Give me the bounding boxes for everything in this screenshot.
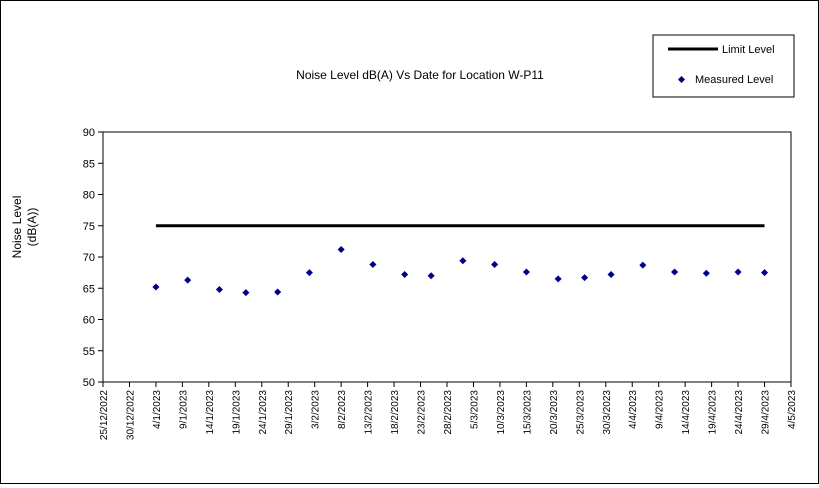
x-tick-label: 23/2/2023 bbox=[417, 390, 428, 435]
x-tick-label: 8/2/2023 bbox=[337, 390, 348, 429]
x-tick-label: 25/12/2022 bbox=[99, 390, 110, 440]
y-tick-label: 60 bbox=[83, 315, 95, 327]
measured-level-point bbox=[491, 260, 499, 269]
x-tick-label: 9/1/2023 bbox=[178, 390, 189, 429]
y-tick-label: 85 bbox=[83, 158, 95, 170]
x-tick-label: 25/3/2023 bbox=[575, 390, 586, 435]
measured-level-point bbox=[522, 268, 530, 276]
y-tick-label: 70 bbox=[83, 252, 95, 264]
measured-level-point bbox=[152, 283, 160, 291]
measured-level-point bbox=[607, 270, 615, 279]
legend-measured-label: Measured Level bbox=[695, 74, 773, 86]
measured-level-point bbox=[702, 269, 710, 277]
measured-level-point bbox=[215, 285, 223, 294]
y-axis-label: Noise Level (dB(A)) bbox=[10, 196, 39, 259]
chart-title: Noise Level dB(A) Vs Date for Location W… bbox=[296, 68, 544, 82]
measured-level-point bbox=[427, 272, 435, 280]
y-axis-label-line2: (dB(A)) bbox=[25, 208, 39, 247]
measured-level-point bbox=[761, 269, 769, 277]
x-tick-label: 30/12/2022 bbox=[125, 390, 136, 440]
x-tick-label: 29/4/2023 bbox=[761, 390, 772, 435]
measured-level-point bbox=[184, 276, 192, 284]
x-tick-label: 30/3/2023 bbox=[602, 390, 613, 435]
y-tick-label: 90 bbox=[83, 127, 95, 139]
x-tick-label: 20/3/2023 bbox=[549, 390, 560, 435]
x-tick-label: 5/3/2023 bbox=[469, 390, 480, 429]
measured-level-point bbox=[305, 269, 313, 277]
x-tick-label: 18/2/2023 bbox=[390, 390, 401, 435]
x-tick-label: 4/4/2023 bbox=[628, 390, 639, 429]
measured-level-point bbox=[459, 257, 467, 265]
x-tick-label: 24/1/2023 bbox=[258, 390, 269, 435]
measured-level-point bbox=[581, 274, 589, 282]
x-tick-label: 4/5/2023 bbox=[787, 390, 798, 429]
measured-level-point bbox=[337, 245, 345, 254]
measured-level-point bbox=[554, 275, 562, 283]
x-tick-label: 19/1/2023 bbox=[231, 390, 242, 435]
plot-area bbox=[102, 131, 792, 383]
legend: Limit Level Measured Level bbox=[652, 34, 795, 98]
y-tick-label: 75 bbox=[83, 221, 95, 233]
x-tick-label: 28/2/2023 bbox=[443, 390, 454, 435]
legend-measured-marker bbox=[677, 75, 686, 84]
x-tick-label: 13/2/2023 bbox=[364, 390, 375, 435]
measured-level-point bbox=[369, 260, 377, 269]
y-tick-label: 55 bbox=[83, 346, 95, 358]
legend-limit-label: Limit Level bbox=[722, 44, 775, 56]
measured-level-point bbox=[401, 270, 409, 279]
x-tick-label: 9/4/2023 bbox=[655, 390, 666, 429]
measured-level-point bbox=[671, 268, 679, 276]
y-tick-label: 50 bbox=[83, 377, 95, 389]
x-tick-label: 15/3/2023 bbox=[522, 390, 533, 435]
y-tick-label: 65 bbox=[83, 283, 95, 295]
y-tick-label: 80 bbox=[83, 190, 95, 202]
x-tick-label: 24/4/2023 bbox=[734, 390, 745, 435]
measured-level-point bbox=[639, 261, 647, 269]
x-tick-label: 14/1/2023 bbox=[205, 390, 216, 435]
x-tick-label: 14/4/2023 bbox=[681, 390, 692, 435]
y-axis-label-line1: Noise Level bbox=[10, 196, 24, 259]
measured-level-point bbox=[274, 288, 282, 296]
x-tick-label: 4/1/2023 bbox=[152, 390, 163, 429]
x-tick-label: 3/2/2023 bbox=[311, 390, 322, 429]
x-tick-label: 29/1/2023 bbox=[284, 390, 295, 435]
legend-box bbox=[652, 34, 795, 98]
x-tick-label: 19/4/2023 bbox=[708, 390, 719, 435]
measured-level-point bbox=[734, 268, 742, 276]
measured-level-point bbox=[242, 289, 250, 297]
x-tick-label: 10/3/2023 bbox=[496, 390, 507, 435]
